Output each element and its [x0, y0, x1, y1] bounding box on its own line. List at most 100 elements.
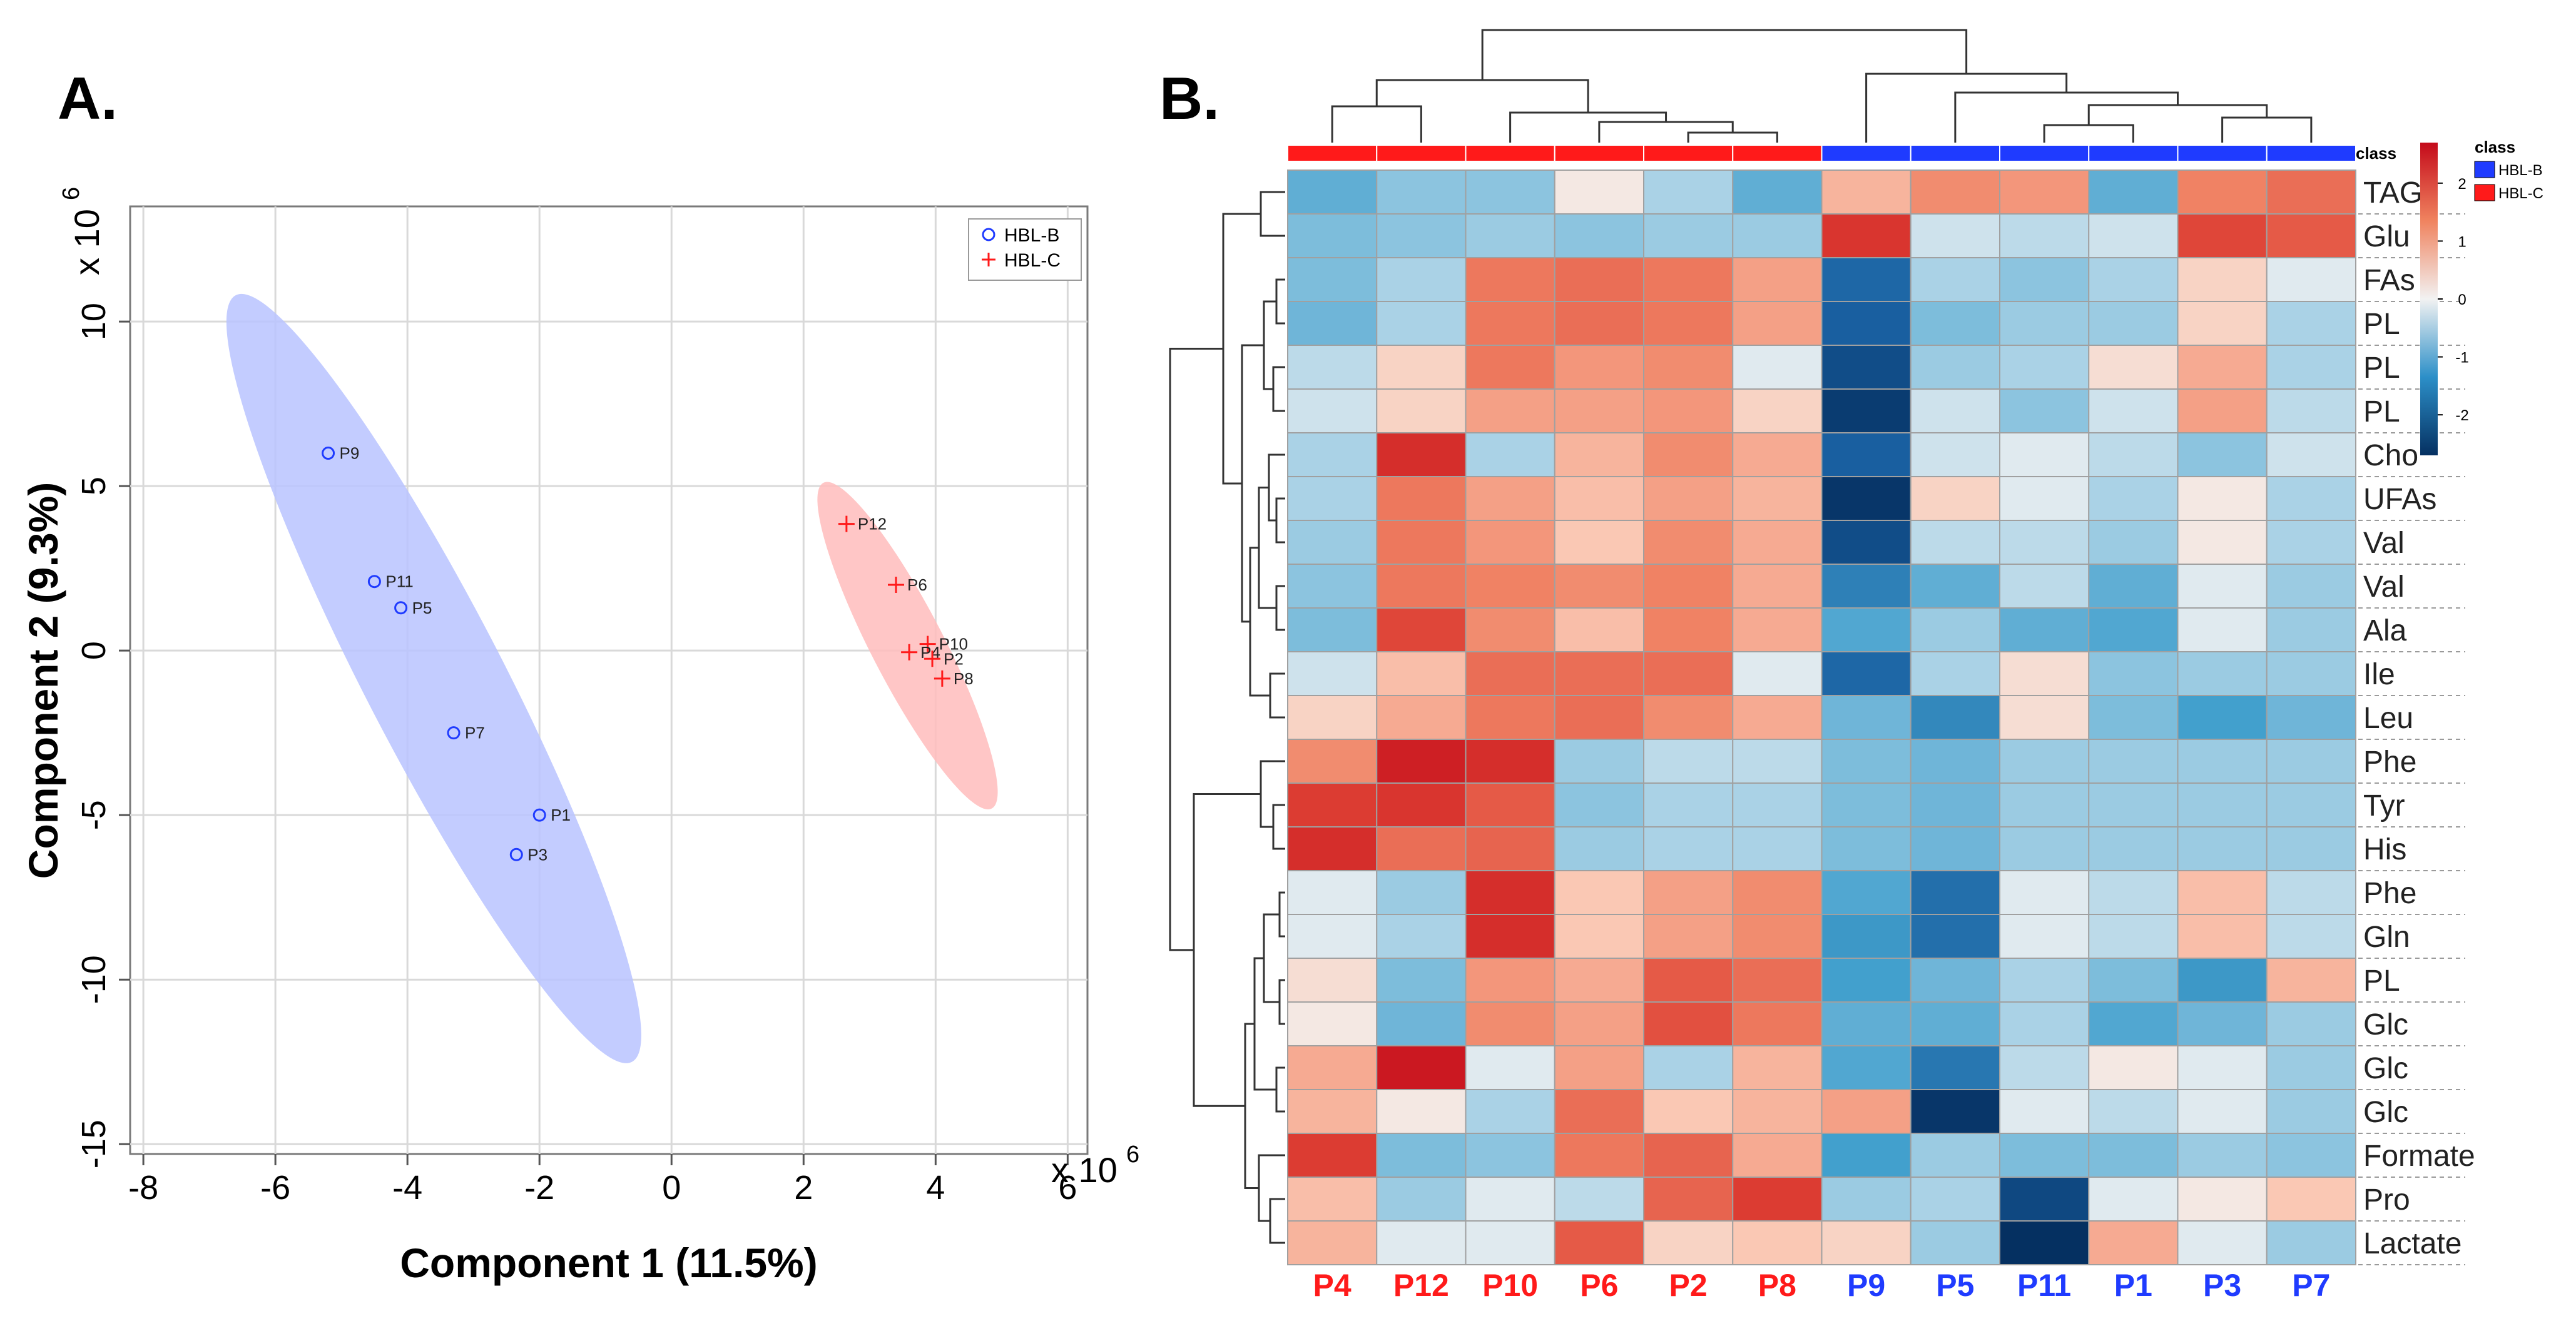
point-p11: [367, 575, 381, 589]
heatmap-cell: [1732, 826, 1823, 871]
heatmap-cell: [2088, 1001, 2179, 1046]
heatmap-cell: [1643, 170, 1734, 215]
heatmap-cell: [2088, 301, 2179, 346]
row-label: Glu: [2363, 220, 2410, 253]
heatmap-cell: [1910, 170, 2000, 215]
point-p3: [509, 848, 523, 861]
x-tick-label: 6: [1058, 1169, 1077, 1207]
dendrogram-link: [1258, 1154, 1285, 1222]
heatmap-cell: [1643, 520, 1734, 565]
x-tick-label: 4: [926, 1169, 945, 1207]
row-label: FAs: [2363, 264, 2415, 297]
heatmap-cell: [2266, 1045, 2356, 1090]
row-label: Ile: [2363, 658, 2395, 691]
column-label: P12: [1393, 1268, 1449, 1303]
heatmap-cell: [1465, 739, 1555, 784]
heatmap-cell: [2177, 213, 2268, 258]
heatmap-cell: [1643, 476, 1734, 521]
heatmap-cell: [2266, 826, 2356, 871]
heatmap-cell: [1910, 301, 2000, 346]
heatmap-cell: [1643, 1001, 1734, 1046]
dendrogram-link: [1509, 111, 1667, 143]
heatmap-cell: [1287, 1133, 1378, 1178]
heatmap-cell: [1999, 170, 2090, 215]
heatmap-cell: [1554, 782, 1644, 827]
heatmap-cell: [2177, 1133, 2268, 1178]
heatmap-cell: [1287, 301, 1378, 346]
heatmap-cell: [2177, 1177, 2268, 1222]
heatmap-cell: [2266, 432, 2356, 477]
heatmap-cell: [1465, 213, 1555, 258]
heatmap-cell: [2266, 213, 2356, 258]
heatmap-cell: [1910, 914, 2000, 959]
heatmap-cell: [1376, 388, 1467, 433]
heatmap-cell: [2177, 1045, 2268, 1090]
row-label: Val: [2363, 527, 2405, 560]
heatmap-cell: [1643, 301, 1734, 346]
row-label: Leu: [2363, 702, 2413, 735]
heatmap-cell: [2088, 432, 2179, 477]
heatmap-cell: [1287, 388, 1378, 433]
heatmap-cell: [1287, 432, 1378, 477]
dendrogram-link: [1954, 91, 2179, 143]
heatmap-cell: [2266, 782, 2356, 827]
heatmap-cell: [2177, 432, 2268, 477]
heatmap-cell: [1910, 520, 2000, 565]
heatmap-cell: [1910, 607, 2000, 652]
heatmap-cell: [1999, 607, 2090, 652]
heatmap-cell: [2088, 607, 2179, 652]
heatmap-cell: [2177, 520, 2268, 565]
colorbar-tick-label: -2: [2455, 407, 2468, 424]
heatmap-cell: [1465, 1089, 1555, 1134]
heatmap-cell: [2266, 1220, 2356, 1265]
heatmap-cell: [1732, 476, 1823, 521]
x-tick-label: -6: [260, 1169, 290, 1207]
row-label: Glc: [2363, 1096, 2408, 1129]
heatmap-cell: [1287, 564, 1378, 609]
heatmap-cell: [1999, 1177, 2090, 1222]
point-p8: [934, 670, 950, 687]
heatmap-cell: [1821, 958, 1912, 1003]
heatmap-cell: [1376, 1133, 1467, 1178]
row-label: Tyr: [2363, 789, 2405, 822]
heatmap-cell: [1287, 607, 1378, 652]
heatmap-cell: [1910, 1001, 2000, 1046]
class-bar-segment: [1554, 144, 1644, 162]
heatmap-cell: [1376, 170, 1467, 215]
heatmap-cell: [2266, 695, 2356, 740]
y-tick-label: -10: [75, 955, 113, 1004]
heatmap-cell: [1376, 782, 1467, 827]
heatmap-cell: [1287, 1001, 1378, 1046]
heatmap-cell: [1821, 213, 1912, 258]
heatmap-cell: [1910, 432, 2000, 477]
class-bar-segment: [2266, 144, 2356, 162]
dendrogram-link: [1275, 585, 1285, 631]
heatmap-cell: [1376, 301, 1467, 346]
heatmap-cell: [1732, 257, 1823, 302]
heatmap-cell: [2177, 170, 2268, 215]
heatmap-cell: [1554, 170, 1644, 215]
heatmap-cell: [1821, 170, 1912, 215]
class-bar-label: class: [2356, 144, 2396, 163]
column-label: P5: [1936, 1268, 1974, 1303]
heatmap-cell: [1732, 1220, 1823, 1265]
pca-legend: HBL-B HBL-C: [968, 218, 1082, 281]
heatmap-cell: [2177, 301, 2268, 346]
heatmap-cell: [1910, 1177, 2000, 1222]
heatmap-cell: [1287, 1089, 1378, 1134]
heatmap-cell: [1999, 782, 2090, 827]
heatmap-cell: [1554, 301, 1644, 346]
heatmap-cell: [1554, 1089, 1644, 1134]
point-label-p8: P8: [954, 669, 974, 688]
class-bar-segment: [1732, 144, 1823, 162]
heatmap-cell: [1643, 1177, 1734, 1222]
heatmap-cell: [2088, 739, 2179, 784]
point-p6: [888, 576, 904, 593]
column-label: P6: [1580, 1268, 1618, 1303]
legend-hbl-b-label: HBL-B: [1004, 225, 1059, 246]
heatmap-cell: [1643, 1220, 1734, 1265]
dendrogram-link: [1278, 891, 1285, 938]
heatmap-cell: [1287, 651, 1378, 696]
point-p10: [919, 635, 936, 652]
